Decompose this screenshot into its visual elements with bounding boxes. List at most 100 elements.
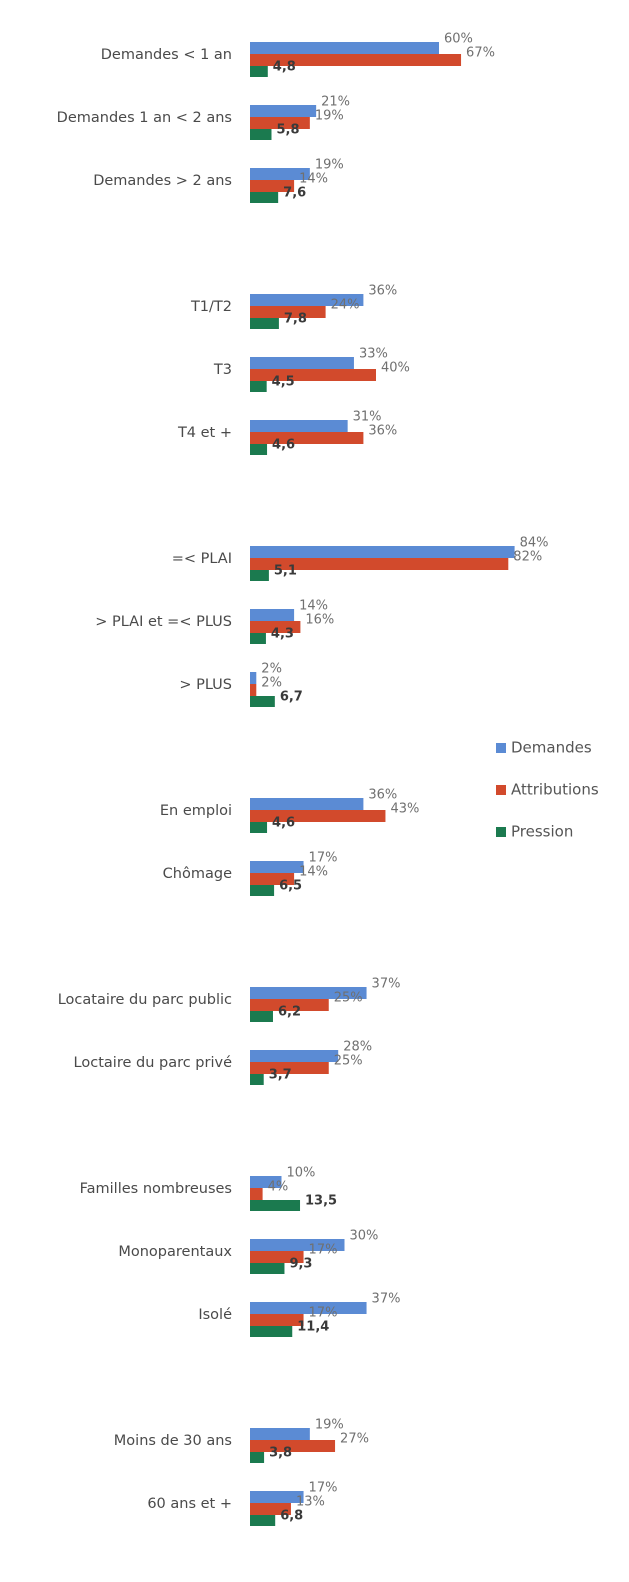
- category-label: > PLUS: [179, 677, 232, 693]
- value-label: 14%: [299, 599, 328, 614]
- value-label: 36%: [368, 424, 397, 439]
- value-label: 4,6: [272, 438, 295, 453]
- bar: [250, 1491, 304, 1503]
- value-label: 6,7: [280, 690, 303, 705]
- bar: [250, 1263, 285, 1274]
- value-label: 7,6: [283, 186, 306, 201]
- bar: [250, 1302, 367, 1314]
- bar: [250, 1326, 293, 1337]
- value-label: 17%: [309, 851, 338, 866]
- category-label: Demandes > 2 ans: [93, 173, 232, 189]
- bar: [250, 420, 348, 432]
- value-label: 10%: [287, 1166, 316, 1181]
- bar: [250, 168, 310, 180]
- category-label: Moins de 30 ans: [114, 1433, 232, 1449]
- bar: [250, 1440, 336, 1452]
- bar: [250, 357, 354, 369]
- category-label: Demandes 1 an < 2 ans: [57, 110, 232, 126]
- value-label: 2%: [261, 676, 282, 691]
- bar: [250, 54, 462, 66]
- legend-swatch: [496, 827, 506, 837]
- category-label: En emploi: [160, 803, 232, 819]
- value-label: 36%: [368, 284, 397, 299]
- bar: [250, 987, 367, 999]
- bar: [250, 129, 272, 140]
- value-label: 30%: [350, 1229, 379, 1244]
- bar: [250, 546, 515, 558]
- value-label: 25%: [334, 991, 363, 1006]
- value-label: 3,8: [269, 1446, 292, 1461]
- value-label: 4,8: [273, 60, 296, 75]
- value-label: 6,5: [279, 879, 302, 894]
- value-label: 5,1: [274, 564, 297, 579]
- value-label: 67%: [466, 46, 495, 61]
- bar: [250, 885, 275, 896]
- value-label: 25%: [334, 1054, 363, 1069]
- value-label: 24%: [331, 298, 360, 313]
- value-label: 4,6: [272, 816, 295, 831]
- bar: [250, 1515, 276, 1526]
- value-label: 37%: [372, 977, 401, 992]
- value-label: 9,3: [289, 1257, 312, 1272]
- legend-swatch: [496, 785, 506, 795]
- category-label: Loctaire du parc privé: [74, 1055, 233, 1071]
- bar: [250, 696, 275, 707]
- bar: [250, 180, 295, 192]
- bar: [250, 609, 295, 621]
- value-label: 33%: [359, 347, 388, 362]
- bar: [250, 558, 509, 570]
- value-label: 13%: [296, 1495, 325, 1510]
- category-label: Demandes < 1 an: [101, 47, 232, 63]
- value-label: 4,5: [272, 375, 295, 390]
- value-label: 7,8: [284, 312, 307, 327]
- value-label: 43%: [390, 802, 419, 817]
- value-label: 4%: [268, 1180, 289, 1195]
- bar: [250, 117, 310, 129]
- value-label: 17%: [309, 1481, 338, 1496]
- value-label: 6,2: [278, 1005, 301, 1020]
- value-label: 19%: [315, 109, 344, 124]
- bar: [250, 1011, 273, 1022]
- value-label: 36%: [368, 788, 397, 803]
- bar: [250, 1176, 282, 1188]
- bar: [250, 192, 279, 203]
- value-label: 14%: [299, 172, 328, 187]
- legend-swatch: [496, 743, 506, 753]
- value-label: 3,7: [269, 1068, 292, 1083]
- bar: [250, 873, 295, 885]
- legend-label: Pression: [511, 823, 573, 841]
- bar: [250, 432, 364, 444]
- bar: [250, 570, 269, 581]
- bar: [250, 1251, 304, 1263]
- bar: [250, 684, 257, 696]
- bar: [250, 798, 364, 810]
- category-label: T4 et +: [177, 425, 232, 441]
- category-label: T3: [213, 362, 232, 378]
- bar: [250, 861, 304, 873]
- bar: [250, 306, 326, 318]
- bar: [250, 1239, 345, 1251]
- bar: [250, 66, 268, 77]
- category-label: > PLAI et =< PLUS: [95, 614, 232, 630]
- bar: [250, 105, 317, 117]
- bar: [250, 1428, 310, 1440]
- legend-label: Attributions: [511, 781, 599, 799]
- bar: [250, 1314, 304, 1326]
- bar: [250, 1062, 329, 1074]
- value-label: 2%: [261, 662, 282, 677]
- bar: [250, 1200, 301, 1211]
- bar: [250, 1050, 339, 1062]
- value-label: 19%: [315, 1418, 344, 1433]
- category-label: Isolé: [198, 1307, 232, 1323]
- bar: [250, 672, 257, 684]
- value-label: 19%: [315, 158, 344, 173]
- value-label: 4,3: [271, 627, 294, 642]
- bar: [250, 444, 268, 455]
- bar: [250, 1503, 291, 1515]
- category-label: =< PLAI: [172, 551, 232, 567]
- bar: [250, 369, 376, 381]
- value-label: 17%: [309, 1243, 338, 1258]
- bar: [250, 294, 364, 306]
- value-label: 82%: [513, 550, 542, 565]
- value-label: 17%: [309, 1306, 338, 1321]
